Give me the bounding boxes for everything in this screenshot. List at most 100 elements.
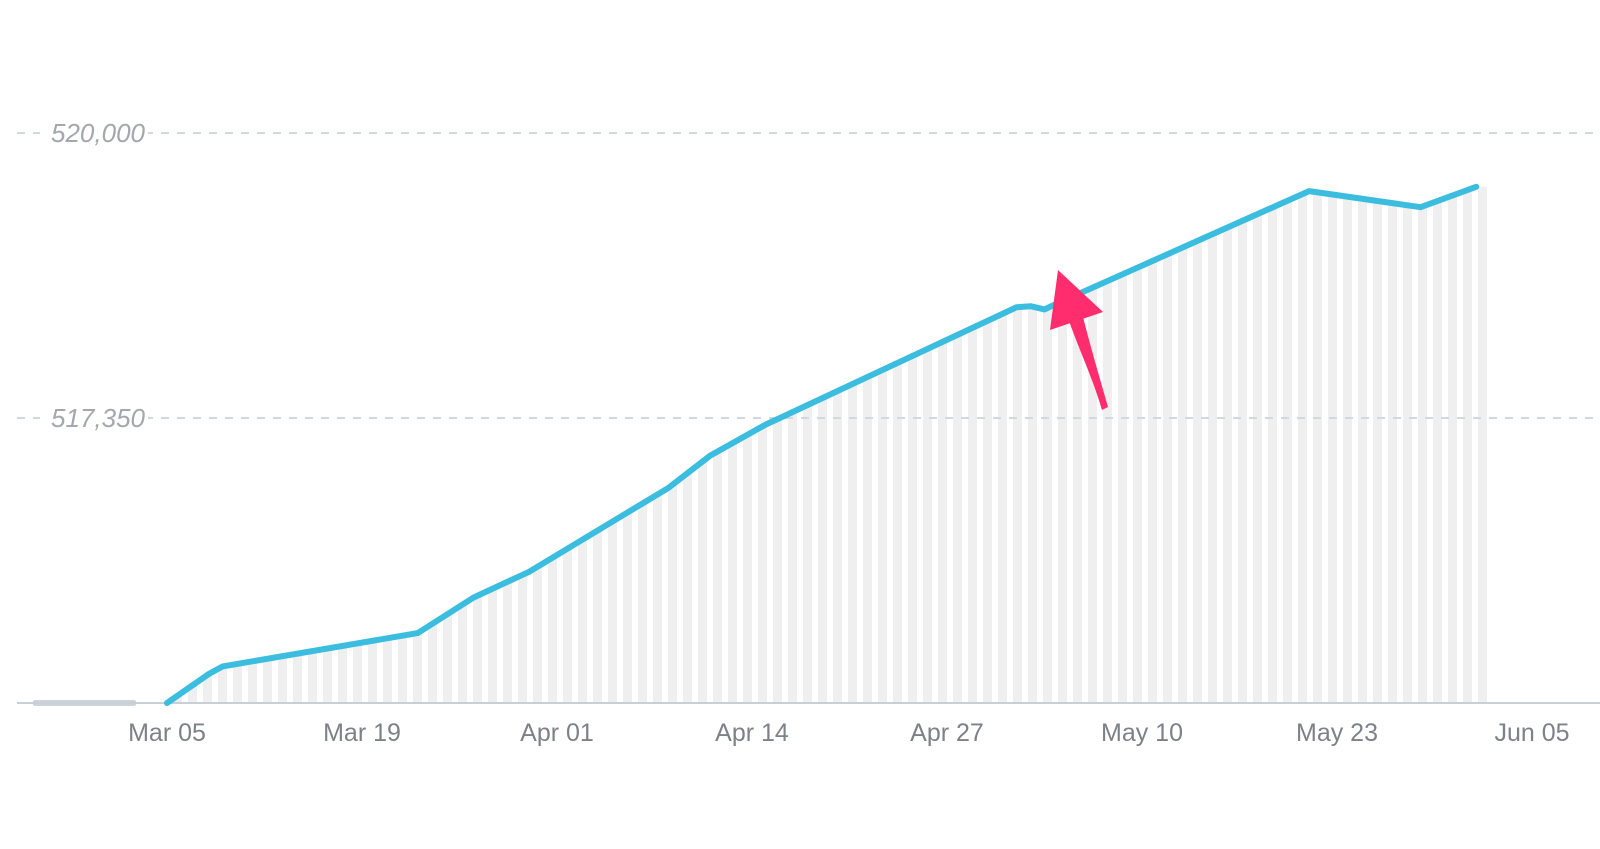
x-tick-label: May 23 [1296, 719, 1378, 747]
y-axis-tick-labels: 517,350 520,000 [40, 117, 148, 434]
y-tick-label-backdrop [40, 402, 148, 434]
background-bar [713, 451, 722, 703]
background-bar [293, 653, 302, 703]
background-bar [758, 426, 767, 703]
background-bar [1298, 194, 1307, 704]
background-bar [683, 473, 692, 703]
background-bar [488, 589, 497, 703]
background-bar [1223, 227, 1232, 703]
background-bar [923, 349, 932, 703]
background-bar [308, 651, 317, 703]
background-bar [473, 595, 482, 703]
background-bar [1133, 267, 1142, 703]
background-bar [908, 356, 917, 703]
x-tick-label: Mar 19 [323, 719, 401, 747]
background-bar [233, 664, 242, 703]
background-bar [1253, 214, 1262, 704]
background-bar [743, 435, 752, 703]
y-tick-label: 520,000 [51, 118, 146, 148]
background-bar [938, 342, 947, 703]
background-bar [1118, 274, 1127, 703]
background-bar [878, 370, 887, 703]
y-tick-label-backdrop [40, 117, 148, 149]
background-bar [818, 398, 827, 703]
background-bar [623, 512, 632, 703]
arrow-head [1050, 270, 1103, 330]
background-bar [788, 412, 797, 703]
background-bar [323, 648, 332, 703]
background-bar [1028, 306, 1037, 703]
background-bar [263, 658, 272, 703]
background-bar [1178, 247, 1187, 704]
background-bar [368, 640, 377, 703]
background-bar [1463, 190, 1472, 703]
background-bar [1343, 196, 1352, 703]
background-bar [803, 405, 812, 703]
background-bar [1088, 287, 1097, 703]
background-bar [218, 666, 227, 703]
background-bar [413, 633, 422, 703]
background-bar [1238, 221, 1247, 703]
background-bar [248, 661, 257, 703]
background-bar [1268, 207, 1277, 703]
background-bar [1403, 205, 1412, 703]
y-tick-label: 517,350 [51, 403, 146, 433]
background-bar [278, 656, 287, 703]
x-tick-label: Apr 27 [910, 719, 984, 747]
background-bar [1163, 254, 1172, 703]
background-bar [593, 530, 602, 703]
background-bar [1328, 194, 1337, 703]
x-tick-label: Jun 05 [1494, 719, 1569, 747]
background-bar [833, 391, 842, 703]
background-bar [983, 321, 992, 703]
background-bar [503, 582, 512, 703]
background-bar [428, 624, 437, 703]
background-bar [338, 646, 347, 703]
arrow-shaft [1068, 313, 1108, 410]
background-bar [188, 685, 197, 703]
series-line [164, 183, 1480, 706]
background-bar [1043, 308, 1052, 703]
background-bar [533, 567, 542, 703]
background-bar [173, 696, 182, 703]
x-tick-label: Apr 01 [520, 719, 594, 747]
background-bar [773, 419, 782, 703]
background-bar [968, 328, 977, 703]
background-bar [698, 462, 707, 703]
background-bar [1373, 200, 1382, 703]
background-bar [1283, 201, 1292, 703]
background-bar [353, 643, 362, 703]
background-bar [1358, 198, 1367, 703]
background-bar [1073, 294, 1082, 703]
background-bar [608, 521, 617, 703]
background-bar [668, 485, 677, 703]
background-bar [1208, 234, 1217, 703]
background-bars [173, 186, 1487, 704]
background-bar [518, 575, 527, 703]
background-bar [998, 314, 1007, 703]
background-bar [203, 675, 212, 703]
background-bar [458, 604, 467, 703]
background-bar [1103, 281, 1112, 703]
x-tick-label: Apr 14 [715, 719, 789, 747]
background-bar [1478, 186, 1487, 704]
background-bar [1193, 241, 1202, 703]
background-bar [1388, 203, 1397, 703]
x-tick-label: Mar 05 [128, 719, 206, 747]
background-bar [1148, 261, 1157, 703]
x-tick-label: May 10 [1101, 719, 1183, 747]
background-bar [1433, 201, 1442, 703]
background-bar [443, 614, 452, 703]
background-bar [563, 549, 572, 703]
background-bar [863, 377, 872, 703]
background-bar [893, 363, 902, 703]
background-bar [728, 443, 737, 703]
background-bar [578, 540, 587, 703]
background-bar [1418, 206, 1427, 703]
background-bar [653, 494, 662, 703]
x-axis-tick-labels: Mar 05 Mar 19 Apr 01 Apr 14 Apr 27 May 10 May … [128, 719, 1569, 747]
background-bar [1448, 195, 1457, 703]
background-bar [1013, 307, 1022, 703]
background-bar [548, 558, 557, 703]
